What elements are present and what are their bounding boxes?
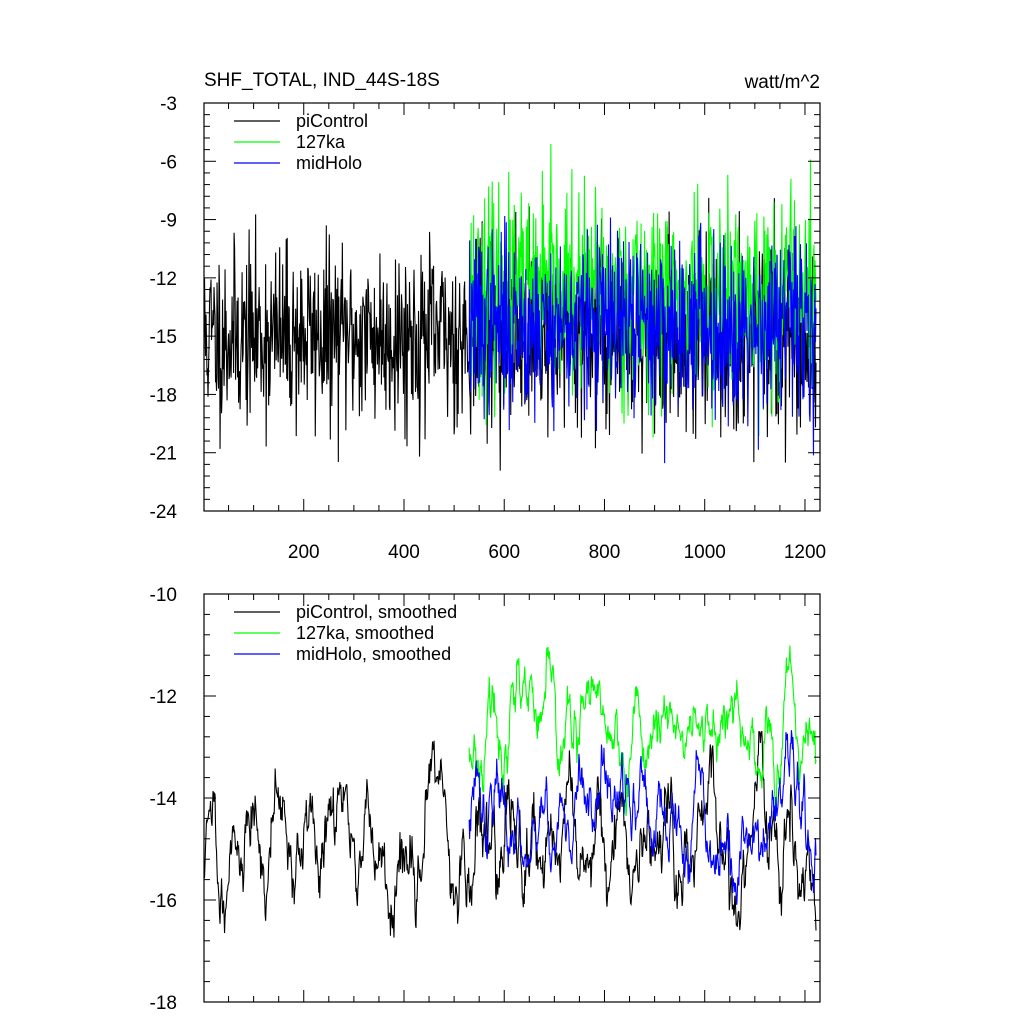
bottom-panel: -18 -16 -14 -12 -10 piControl, smoothed127ka… [150, 585, 820, 1014]
y-tick-label: -14 [150, 789, 178, 810]
bottom-axis-ticks: -18 -16 -14 -12 -10 [150, 585, 820, 1014]
y-tick-label: -12 [150, 687, 177, 708]
legend-label: midHolo [296, 153, 362, 173]
y-tick-label: -18 [150, 993, 177, 1014]
y-tick-label: -6 [160, 152, 177, 173]
legend-label: 127ka [296, 132, 346, 152]
chart-title: SHF_TOTAL, IND_44S-18S [204, 70, 440, 91]
chart-figure: SHF_TOTAL, IND_44S-18S watt/m^2 -24 -21 -1… [0, 0, 1024, 1024]
y-tick-label: -21 [150, 444, 177, 465]
x-tick-label: 1000 [684, 542, 726, 563]
top-series-lines [204, 144, 816, 471]
y-tick-label: -16 [150, 891, 177, 912]
y-tick-label: -3 [160, 94, 177, 115]
top-panel: SHF_TOTAL, IND_44S-18S watt/m^2 -24 -21 -1… [150, 70, 827, 563]
x-tick-label: 800 [589, 542, 621, 563]
series-line-picontrol-smoothed [204, 732, 816, 938]
x-tick-label: 600 [488, 542, 520, 563]
y-tick-label: -18 [150, 385, 177, 406]
legend-label: piControl [296, 111, 368, 131]
legend-label: midHolo, smoothed [296, 644, 451, 664]
bottom-series-lines [204, 646, 816, 938]
legend-label: 127ka, smoothed [296, 623, 434, 643]
x-tick-label: 1200 [784, 542, 826, 563]
y-tick-label: -9 [160, 211, 177, 232]
y-tick-label: -12 [150, 269, 177, 290]
x-tick-label: 400 [388, 542, 420, 563]
legend-label: piControl, smoothed [296, 602, 457, 622]
y-tick-label: -24 [150, 502, 178, 523]
y-tick-label: -10 [150, 585, 177, 606]
units-label: watt/m^2 [744, 72, 820, 93]
y-tick-label: -15 [150, 327, 177, 348]
x-tick-label: 200 [288, 542, 320, 563]
